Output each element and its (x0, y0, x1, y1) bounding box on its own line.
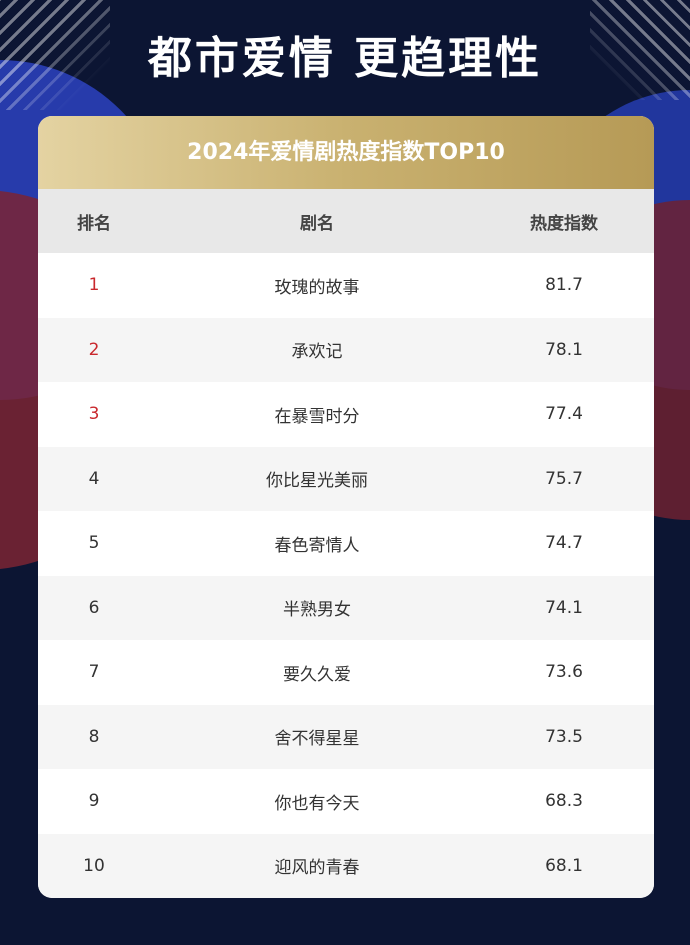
score-cell: 68.3 (545, 791, 583, 812)
table-row: 8 舍不得星星 73.5 (38, 704, 654, 769)
header-rank: 排名 (77, 213, 111, 234)
table-row: 5 春色寄情人 74.7 (38, 511, 654, 576)
rank-cell: 5 (88, 533, 100, 554)
rank-cell: 8 (88, 726, 100, 747)
table-row: 4 你比星光美丽 75.7 (38, 446, 654, 511)
decor-stripes-left (0, 0, 110, 110)
score-cell: 68.1 (545, 855, 583, 876)
rank-cell: 7 (88, 662, 100, 683)
name-cell: 半熟男女 (283, 600, 351, 621)
page-headline: 都市爱情 更趋理性 (147, 33, 543, 84)
table-row: 2 承欢记 78.1 (38, 317, 654, 382)
rank-cell: 2 (88, 339, 100, 360)
table-row: 7 要久久爱 73.6 (38, 640, 654, 705)
score-cell: 78.1 (545, 339, 583, 360)
table-body: 1 玫瑰的故事 81.7 2 承欢记 78.1 3 在暴雪时分 77.4 4 你比星光美丽 75.7 5… (38, 253, 654, 898)
rank-cell: 4 (88, 468, 100, 489)
name-cell: 舍不得星星 (274, 729, 360, 750)
name-cell: 春色寄情人 (274, 535, 360, 556)
table-row: 3 在暴雪时分 77.4 (38, 382, 654, 447)
score-cell: 77.4 (545, 404, 583, 425)
table-row: 1 玫瑰的故事 81.7 (38, 253, 654, 318)
score-cell: 74.7 (545, 533, 583, 554)
name-cell: 你比星光美丽 (266, 471, 368, 492)
table-row: 10 迎风的青春 68.1 (38, 833, 654, 898)
name-cell: 承欢记 (291, 342, 343, 363)
table-title: 2024年爱情剧热度指数TOP10 (38, 116, 654, 189)
rank-cell: 3 (88, 404, 100, 425)
rank-cell: 1 (88, 275, 100, 296)
header-name: 剧名 (300, 213, 334, 234)
score-cell: 81.7 (545, 275, 583, 296)
decor-stripes-right (590, 0, 690, 100)
header-score: 热度指数 (530, 213, 598, 234)
ranking-card: 2024年爱情剧热度指数TOP10 排名 剧名 热度指数 1 玫瑰的故事 81.7 2… (38, 116, 654, 898)
table-row: 9 你也有今天 68.3 (38, 769, 654, 834)
score-cell: 74.1 (545, 597, 583, 618)
name-cell: 玫瑰的故事 (274, 277, 360, 298)
table-row: 6 半熟男女 74.1 (38, 575, 654, 640)
name-cell: 你也有今天 (274, 793, 360, 814)
table-header-row: 排名 剧名 热度指数 (38, 189, 654, 253)
score-cell: 73.6 (545, 662, 583, 683)
rank-cell: 6 (88, 597, 100, 618)
name-cell: 迎风的青春 (274, 858, 360, 879)
rank-cell: 9 (88, 791, 100, 812)
name-cell: 要久久爱 (283, 664, 351, 685)
rank-cell: 10 (83, 855, 105, 876)
score-cell: 75.7 (545, 468, 583, 489)
name-cell: 在暴雪时分 (274, 406, 360, 427)
score-cell: 73.5 (545, 726, 583, 747)
